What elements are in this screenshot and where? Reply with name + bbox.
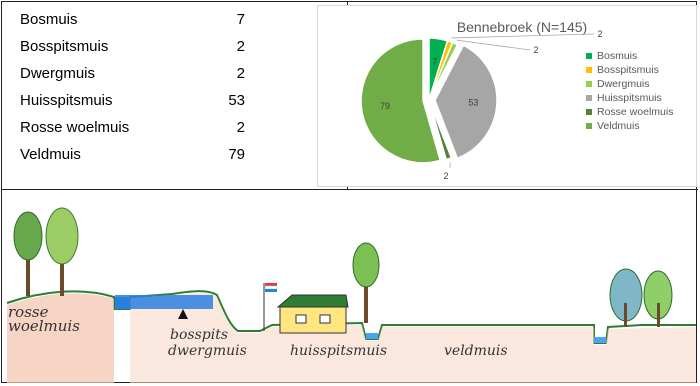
house-icon: [279, 306, 347, 334]
legend-swatch: [586, 53, 592, 59]
legend-swatch: [586, 123, 592, 129]
legend-swatch: [586, 67, 592, 73]
legend-label: Dwergmuis: [597, 78, 650, 90]
species-count: 2: [236, 65, 245, 82]
canal-water: [115, 295, 213, 309]
table-row: Huisspitsmuis 53: [20, 89, 245, 116]
pie-data-label: 2: [597, 29, 602, 39]
sketch-label-rosse: rosse: [8, 303, 49, 321]
tree-trunk: [60, 251, 64, 296]
pie-slice: [428, 99, 453, 161]
pie-data-label: 7: [432, 57, 437, 67]
tree-trunk: [657, 303, 660, 327]
pie-slice: [434, 44, 498, 160]
species-count: 2: [236, 119, 245, 136]
landscape-sketch: rosse woelmuis bosspits dwergmuis huissp…: [6, 207, 696, 383]
pie-chart: Bennebroek (N=145) 7 2 2 53 2 79 Bosmuis Bossp…: [360, 19, 673, 181]
pie-data-label: 2: [533, 45, 538, 55]
species-name: Rosse woelmuis: [20, 119, 130, 136]
house-window: [295, 314, 307, 324]
species-name: Bosspitsmuis: [20, 38, 109, 55]
tree-icon: [13, 211, 43, 261]
tree-icon: [352, 242, 380, 288]
sketch-label-huisspitsmuis: huisspitsmuis: [290, 343, 387, 359]
ditch-water: [594, 337, 606, 343]
pie-data-label: 79: [380, 101, 390, 111]
species-name: Dwergmuis: [20, 65, 96, 82]
table-row: Veldmuis 79: [20, 143, 245, 170]
pie-data-label: 2: [443, 171, 448, 181]
chart-title: Bennebroek (N=145): [457, 19, 587, 35]
legend-swatch: [586, 81, 592, 87]
legend-swatch: [586, 109, 592, 115]
legend-label: Huisspitsmuis: [597, 92, 662, 104]
tree-icon: [45, 207, 79, 265]
tree-trunk: [624, 303, 627, 327]
dike-soil-left: [7, 293, 114, 383]
pie-slice: [428, 41, 459, 101]
pie-chart-panel: Bennebroek (N=145) 7 2 2 53 2 79 Bosmuis Bossp…: [318, 6, 696, 186]
ditch-water: [366, 333, 378, 339]
sketch-label-veldmuis: veldmuis: [444, 343, 508, 359]
species-count: 2: [236, 38, 245, 55]
species-name: Veldmuis: [20, 146, 81, 163]
pie-leader-line: [456, 39, 531, 51]
tree-trunk: [364, 271, 368, 323]
sketch-label-dwergmuis: dwergmuis: [168, 343, 247, 359]
species-count: 7: [236, 11, 245, 28]
flag-icon: [264, 285, 278, 290]
ground-outline: [6, 290, 696, 344]
table-row: Bosmuis 7: [20, 8, 245, 35]
species-count: 79: [228, 146, 245, 163]
pie-leader-line: [451, 33, 595, 39]
table-row: Bosspitsmuis 2: [20, 35, 245, 62]
flag-icon: [265, 289, 277, 292]
pie-data-label: 53: [468, 97, 478, 107]
table-row: Dwergmuis 2: [20, 62, 245, 89]
horizontal-divider: [1, 189, 698, 190]
flag-icon: [265, 283, 277, 286]
legend-label: Bosmuis: [597, 50, 637, 62]
pie-slice: [360, 38, 442, 164]
legend-label: Rosse woelmuis: [597, 106, 673, 118]
ground-soil: [130, 293, 696, 383]
species-name: Bosmuis: [20, 11, 78, 28]
legend-swatch: [586, 95, 592, 101]
arrow-icon: [178, 309, 188, 319]
table-row: Rosse woelmuis 2: [20, 116, 245, 143]
sketch-label-woelmuis: woelmuis: [8, 317, 80, 335]
legend-label: Bosspitsmuis: [597, 64, 659, 76]
species-name: Huisspitsmuis: [20, 92, 113, 109]
house-window: [319, 314, 331, 324]
species-count: 53: [228, 92, 245, 109]
house-roof: [276, 294, 349, 308]
legend-label: Veldmuis: [597, 120, 640, 132]
species-count-table: Bosmuis 7 Bosspitsmuis 2 Dwergmuis 2 Hui…: [20, 8, 245, 170]
sketch-label-bosspits: bosspits: [170, 327, 228, 343]
tree-trunk: [26, 251, 30, 296]
